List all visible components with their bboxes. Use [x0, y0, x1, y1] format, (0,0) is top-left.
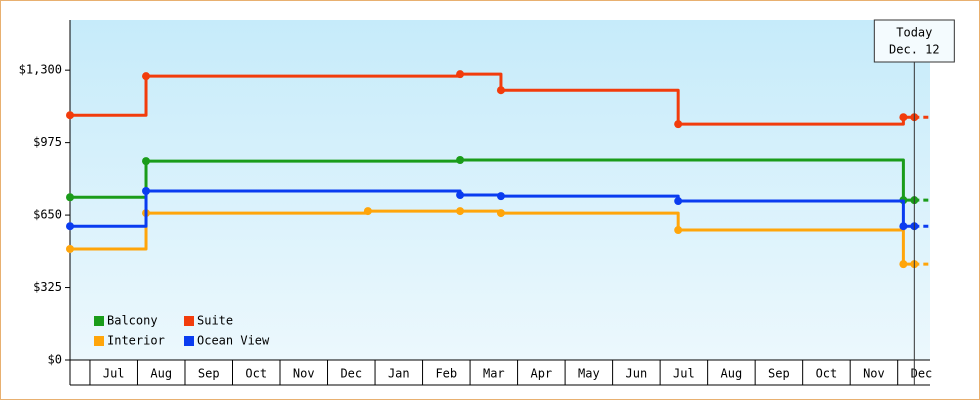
point: [456, 70, 465, 79]
point: [363, 207, 372, 216]
y-tick-label: $0: [48, 353, 62, 367]
point: [674, 120, 683, 129]
x-tick-label: May: [578, 367, 600, 381]
point: [674, 197, 683, 206]
legend-swatch: [94, 316, 104, 326]
legend-label: Ocean View: [197, 334, 270, 348]
today-box: [873, 19, 955, 63]
y-tick-label: $650: [33, 208, 62, 222]
point: [496, 86, 505, 95]
x-tick-label: Aug: [150, 367, 172, 381]
y-tick-label: $975: [33, 135, 62, 149]
x-tick-label: Jan: [388, 367, 410, 381]
x-tick-label: Jul: [673, 367, 695, 381]
legend-swatch: [184, 336, 194, 346]
x-tick-label: Oct: [816, 367, 838, 381]
point: [899, 260, 908, 269]
x-tick-label: Dec: [911, 367, 933, 381]
legend-label: Suite: [197, 314, 233, 328]
legend-swatch: [184, 316, 194, 326]
y-tick-label: $1,300: [19, 63, 62, 77]
point: [142, 187, 151, 196]
point: [899, 222, 908, 231]
point: [674, 226, 683, 235]
x-tick-label: Sep: [768, 367, 790, 381]
y-tick-label: $325: [33, 280, 62, 294]
point: [66, 244, 74, 253]
point: [496, 209, 505, 218]
legend-label: Balcony: [107, 314, 158, 328]
point: [66, 193, 74, 202]
legend-swatch: [94, 336, 104, 346]
x-tick-label: Oct: [245, 367, 267, 381]
point: [142, 157, 151, 166]
x-tick-label: Apr: [530, 367, 552, 381]
today-label: Today: [896, 26, 932, 40]
today-label: Dec. 12: [889, 43, 940, 57]
x-tick-label: Nov: [293, 367, 315, 381]
x-tick-label: Sep: [198, 367, 220, 381]
x-tick-label: Nov: [863, 367, 885, 381]
point: [142, 72, 151, 81]
step-line: [70, 72, 915, 126]
legend-label: Interior: [107, 334, 165, 348]
point: [66, 111, 74, 120]
x-tick-label: Jul: [103, 367, 125, 381]
x-tick-label: Aug: [721, 367, 743, 381]
point: [496, 192, 505, 201]
point: [456, 156, 465, 165]
point: [66, 222, 74, 231]
x-tick-label: Mar: [483, 367, 505, 381]
x-tick-label: Dec: [340, 367, 362, 381]
point: [899, 113, 908, 122]
x-tick-label: Jun: [626, 367, 648, 381]
x-tick-label: Feb: [435, 367, 457, 381]
point: [456, 207, 465, 216]
point: [456, 191, 465, 200]
